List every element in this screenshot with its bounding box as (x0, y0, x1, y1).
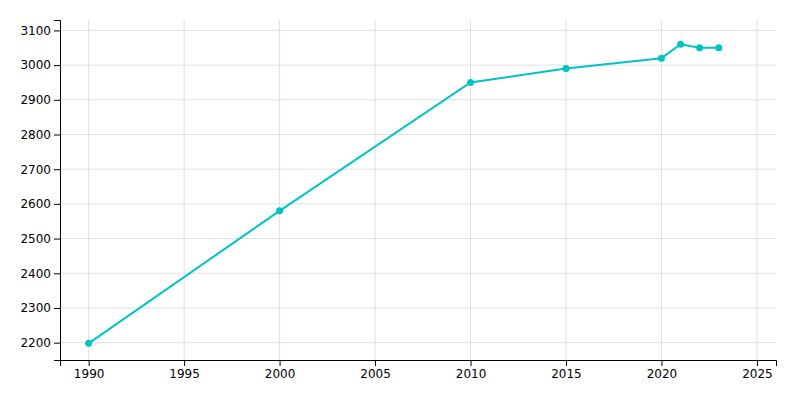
grid-line-x (470, 20, 471, 360)
x-tick-mark (661, 360, 662, 366)
x-tick-label: 2020 (647, 367, 678, 381)
x-tick-mark (375, 360, 376, 366)
y-axis: 2200 2300 2400 2500 2600 2700 2800 2900 3000 3100 (20, 21, 60, 361)
grid-line-x (756, 20, 757, 360)
grid-line-y (60, 273, 776, 274)
grid-line-y (60, 134, 776, 135)
x-tick: 2010 (456, 360, 487, 381)
grid-line-y (60, 238, 776, 239)
grid-line-x (279, 20, 280, 360)
y-tick: 3000 (20, 58, 60, 72)
data-point (467, 79, 474, 86)
grid-line-x (184, 20, 185, 360)
x-tick-mark (184, 360, 185, 366)
y-tick-mark (54, 169, 60, 170)
y-tick-mark (54, 65, 60, 66)
y-tick: 2200 (20, 336, 60, 350)
grid-line-x (661, 20, 662, 360)
x-tick-mark (471, 360, 472, 366)
y-tick: 2800 (20, 128, 60, 142)
y-tick: 2500 (20, 232, 60, 246)
y-axis-line (54, 21, 61, 361)
y-tick-mark (54, 30, 60, 31)
x-tick-label: 2005 (360, 367, 391, 381)
y-tick-label: 2900 (20, 93, 51, 107)
y-tick: 2700 (20, 163, 60, 177)
grid-line-y (60, 65, 776, 66)
y-tick: 2300 (20, 301, 60, 315)
data-point (696, 44, 703, 51)
x-tick: 2000 (265, 360, 296, 381)
data-point (715, 44, 722, 51)
y-tick-mark (54, 204, 60, 205)
grid-line-y (60, 30, 776, 31)
y-tick-mark (54, 134, 60, 135)
data-point (276, 207, 283, 214)
grid-line-y (60, 99, 776, 100)
x-tick-label: 2015 (551, 367, 582, 381)
x-tick: 1990 (74, 360, 105, 381)
data-point (562, 65, 569, 72)
x-axis-line (61, 361, 777, 367)
x-tick-label: 1990 (74, 367, 105, 381)
data-point (658, 55, 665, 62)
y-tick-mark (54, 239, 60, 240)
y-tick-label: 2500 (20, 232, 51, 246)
grid-line-x (88, 20, 89, 360)
y-tick: 2600 (20, 197, 60, 211)
y-tick: 2400 (20, 267, 60, 281)
grid-line-y (60, 307, 776, 308)
x-tick: 2005 (360, 360, 391, 381)
x-tick: 2020 (647, 360, 678, 381)
data-line (89, 44, 719, 343)
marks (85, 41, 722, 347)
y-tick-mark (54, 343, 60, 344)
x-tick: 2025 (742, 360, 773, 381)
y-tick-label: 2200 (20, 336, 51, 350)
y-tick-label: 2300 (20, 301, 51, 315)
x-tick-label: 2000 (265, 367, 296, 381)
plot-area: 1990 1995 2000 2005 2010 2015 2020 2025 2200 2300… (20, 20, 776, 381)
x-tick: 1995 (169, 360, 200, 381)
y-tick-mark (54, 273, 60, 274)
chart-svg: 1990 1995 2000 2005 2010 2015 2020 2025 2200 2300… (0, 0, 800, 400)
x-tick: 2015 (551, 360, 582, 381)
x-tick-label: 2010 (456, 367, 487, 381)
y-tick-mark (54, 100, 60, 101)
y-tick: 3100 (20, 24, 60, 38)
grid-line-y (60, 169, 776, 170)
y-tick: 2900 (20, 93, 60, 107)
grid-line-x (375, 20, 376, 360)
y-tick-label: 2800 (20, 128, 51, 142)
x-tick-mark (566, 360, 567, 366)
data-point (85, 340, 92, 347)
y-tick-label: 3100 (20, 24, 51, 38)
grid-line-y (60, 203, 776, 204)
y-tick-label: 3000 (20, 58, 51, 72)
y-tick-label: 2600 (20, 197, 51, 211)
data-point (677, 41, 684, 48)
y-tick-label: 2400 (20, 267, 51, 281)
grid (60, 20, 776, 360)
x-tick-label: 1995 (169, 367, 200, 381)
x-tick-mark (757, 360, 758, 366)
x-tick-label: 2025 (742, 367, 773, 381)
x-tick-mark (280, 360, 281, 366)
y-tick-label: 2700 (20, 163, 51, 177)
x-axis: 1990 1995 2000 2005 2010 2015 2020 2025 (61, 360, 777, 381)
grid-line-y (60, 342, 776, 343)
x-tick-mark (89, 360, 90, 366)
y-tick-mark (54, 308, 60, 309)
